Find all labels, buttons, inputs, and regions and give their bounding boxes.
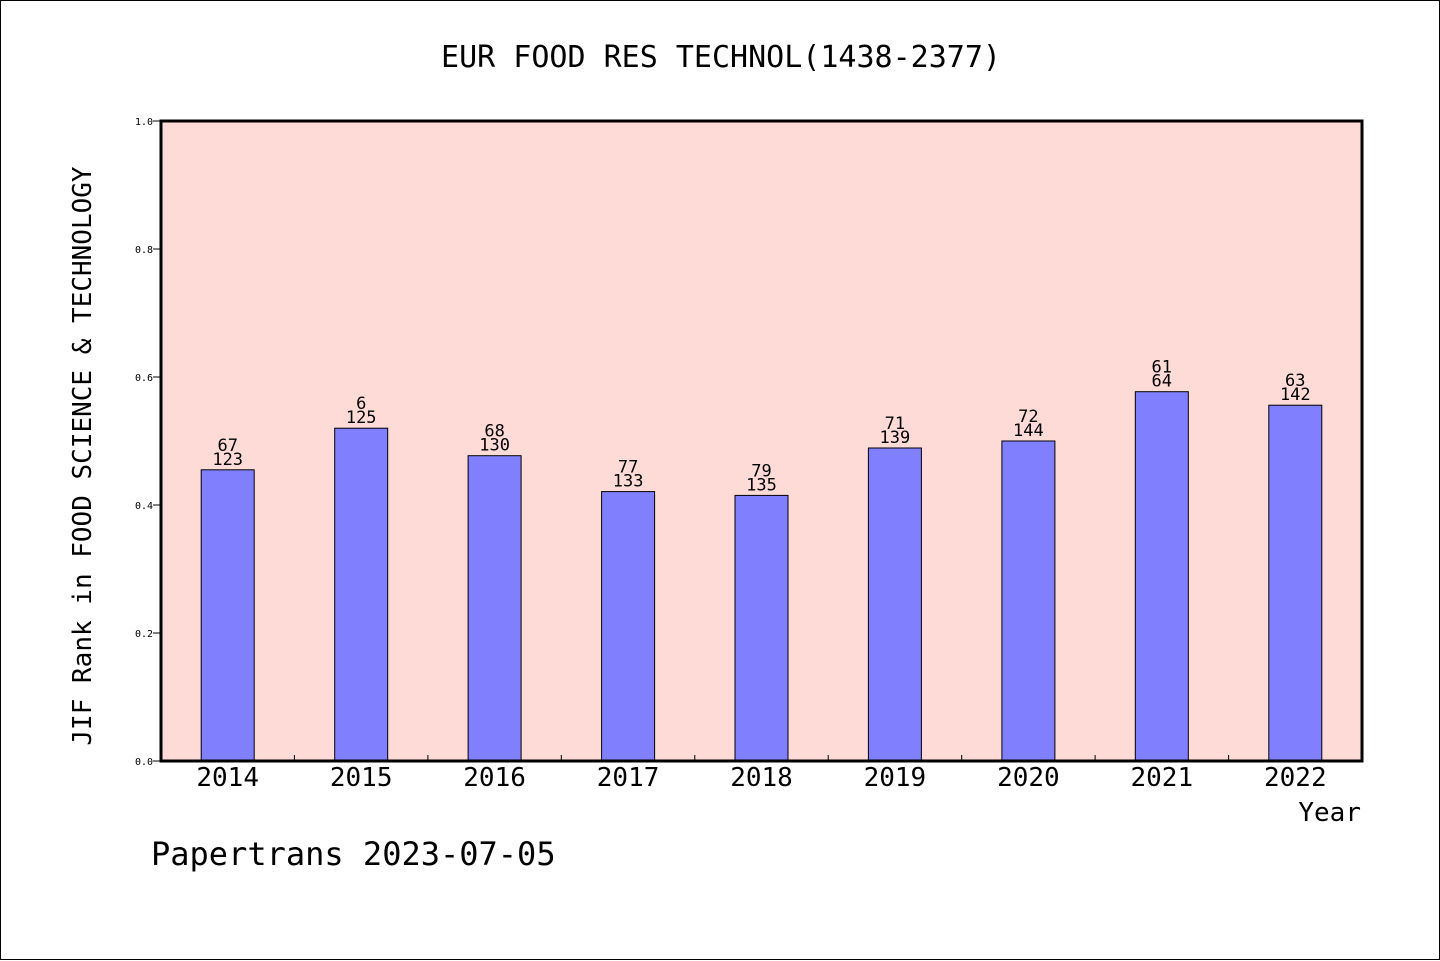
y-axis-label: JIF Rank in FOOD SCIENCE & TECHNOLOGY bbox=[68, 166, 98, 746]
x-tick-label: 2015 bbox=[330, 763, 393, 793]
x-axis: 2014 2015 2016 2017 2018 2019 2020 2021 2022 bbox=[196, 755, 1327, 793]
bar-rank-label: 79 bbox=[751, 461, 771, 481]
bar-2016 bbox=[467, 455, 522, 762]
bar-total-label: 139 bbox=[880, 428, 911, 448]
bar-2022 bbox=[1268, 404, 1323, 762]
x-tick-label: 2014 bbox=[196, 763, 259, 793]
x-tick-label: 2018 bbox=[730, 763, 793, 793]
bar-total-label: 64 bbox=[1152, 372, 1172, 392]
bar-total-label: 144 bbox=[1013, 421, 1044, 441]
footer-watermark: Papertrans 2023-07-05 bbox=[151, 835, 556, 873]
y-tick-label: 0.8 bbox=[135, 245, 153, 256]
bar-rank-label: 6 bbox=[356, 394, 366, 414]
bar-2014 bbox=[200, 469, 255, 762]
bar-rank-label: 72 bbox=[1018, 407, 1038, 427]
bar-total-label: 133 bbox=[613, 472, 644, 492]
y-tick-label: 0.2 bbox=[135, 629, 153, 640]
bar-2018 bbox=[734, 494, 789, 762]
bar-2020 bbox=[1001, 440, 1056, 762]
bar-rank-label: 63 bbox=[1285, 371, 1305, 391]
plot-border bbox=[159, 119, 1364, 763]
bar-total-label: 123 bbox=[212, 450, 243, 470]
bar-2021 bbox=[1134, 391, 1189, 762]
x-tick-label: 2019 bbox=[864, 763, 927, 793]
x-tick-label: 2020 bbox=[997, 763, 1060, 793]
x-tick-label: 2021 bbox=[1130, 763, 1193, 793]
y-tick-label: 0.6 bbox=[135, 373, 153, 384]
bar-2019 bbox=[867, 447, 922, 762]
bar-2015 bbox=[334, 427, 389, 762]
y-tick-label: 1.0 bbox=[135, 117, 153, 128]
x-tick-label: 2016 bbox=[463, 763, 526, 793]
x-tick-label: 2017 bbox=[597, 763, 660, 793]
bar-rank-label: 61 bbox=[1152, 358, 1172, 378]
bar-total-label: 125 bbox=[346, 408, 377, 428]
chart-title: EUR FOOD RES TECHNOL(1438-2377) bbox=[441, 40, 1001, 75]
y-axis: 0.0 0.2 0.4 0.6 0.8 1.0 bbox=[135, 117, 161, 768]
bar-total-label: 135 bbox=[746, 475, 777, 495]
bar-rank-label: 68 bbox=[484, 422, 504, 442]
bar-rank-label: 67 bbox=[217, 436, 237, 456]
bar-total-label: 130 bbox=[479, 436, 510, 456]
x-tick-label: 2022 bbox=[1264, 763, 1327, 793]
bar-2017 bbox=[601, 491, 656, 762]
bars-group bbox=[200, 391, 1323, 762]
bar-total-label: 142 bbox=[1280, 385, 1311, 405]
x-axis-label: Year bbox=[1298, 798, 1361, 828]
y-tick-label: 0.4 bbox=[135, 501, 153, 512]
y-tick-label: 0.0 bbox=[135, 757, 153, 768]
bar-rank-label: 71 bbox=[885, 414, 905, 434]
bar-rank-label: 77 bbox=[618, 458, 638, 478]
